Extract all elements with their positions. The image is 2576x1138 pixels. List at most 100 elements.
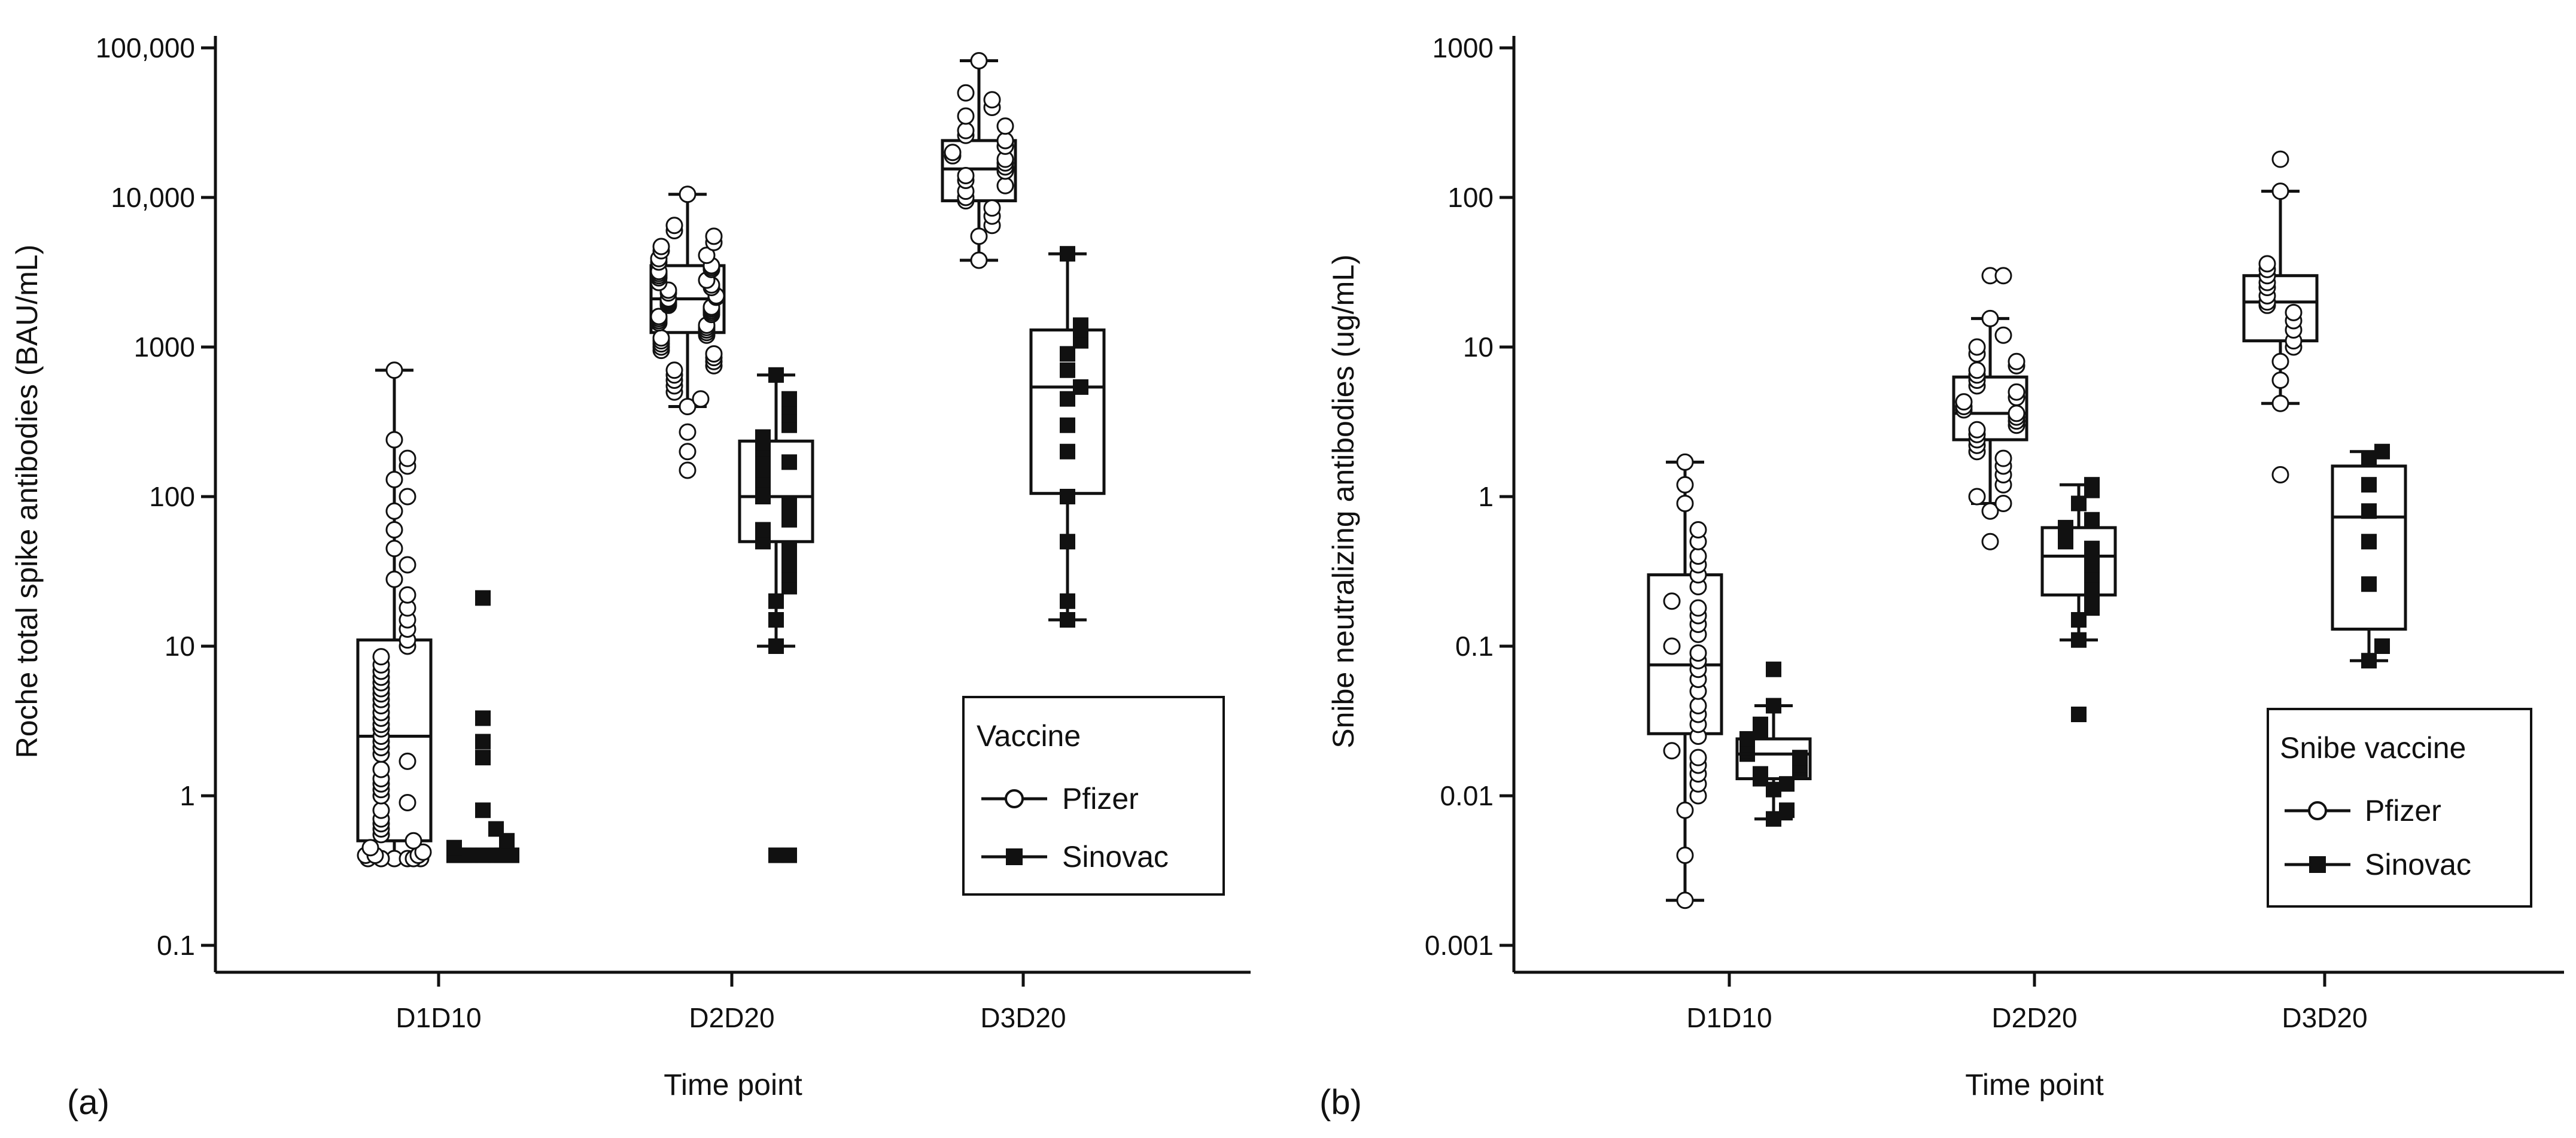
panel-b-y-tick-label: 10: [1463, 331, 1494, 363]
panel-a-pfizer-d2d20-point: [652, 238, 670, 255]
panel-b-label: (b): [1319, 1083, 1362, 1122]
panel-a-sinovac-d3d20-point: [1073, 379, 1088, 395]
panel-a-sinovac-d2d20-point: [755, 462, 771, 478]
panel-a-sinovac-d1d10-point: [494, 847, 510, 863]
panel-b-pfizer-d1d10-point: [1676, 801, 1694, 819]
panel-b-sinovac-d2d20-point: [2071, 611, 2087, 628]
panel-a-y-axis-title: Roche total spike antibodies (BAU/mL): [10, 245, 44, 759]
panel-a-sinovac-d2d20-point: [781, 540, 797, 556]
panel-b-pfizer-d1d10-point: [1689, 521, 1707, 538]
panel-b-sinovac-d1d10-point: [1766, 781, 1781, 798]
panel-b-pfizer-d1d10-point: [1663, 742, 1681, 760]
panel-a-sinovac-d1d10-point: [475, 802, 491, 818]
panel-a-pfizer-d2d20-point: [665, 361, 683, 379]
panel-b-plot-area: [1647, 150, 2407, 909]
panel-b-pfizer-d2d20-point: [1981, 533, 1999, 550]
panel-a-sinovac-d3d20-point: [1060, 246, 1075, 262]
panel-a-y-tick-label: 10,000: [111, 182, 195, 213]
panel-b-legend-entry-pfizer: Pfizer: [2365, 794, 2441, 827]
panel-b-sinovac-d1d10-point: [1739, 731, 1755, 747]
panel-b-legend-marker-sinovac: [2309, 856, 2326, 873]
panel-b-pfizer-d2d20-point: [1968, 338, 1986, 356]
panel-b-y-tick-label: 1000: [1433, 32, 1494, 63]
panel-b-pfizer-d2d20-point: [1994, 326, 2012, 344]
panel-a-pfizer-d3d20-point: [996, 117, 1014, 135]
panel-b-sinovac-d3d20-point: [2361, 534, 2377, 550]
panel-a-legend-marker-sinovac: [1006, 848, 1023, 865]
panel-a-sinovac-d3d20-point: [1060, 346, 1075, 362]
panel-b-sinovac-d2d20-point: [2071, 632, 2087, 648]
panel-a-pfizer-d3d20-point: [944, 144, 962, 162]
panel-a-y-tick-label: 1000: [134, 331, 195, 363]
panel-b-sinovac-d2d20-point: [2084, 600, 2100, 616]
panel-b-pfizer-d2d20-point: [2008, 383, 2025, 401]
panel-b-pfizer-d1d10-point: [1676, 494, 1694, 512]
panel-b-sinovac-d2d20-box: [2040, 526, 2117, 597]
panel-a-pfizer-d1d10-box: [356, 638, 433, 842]
panel-a-pfizer-d3d20-point: [970, 52, 988, 70]
panel-b-pfizer-d1d10-point: [1689, 696, 1707, 714]
panel-a-pfizer-d1d10-point: [385, 521, 403, 538]
panel-a-y-tick-label: 1: [180, 780, 195, 811]
panel-a-legend-entry-sinovac: Sinovac: [1062, 840, 1169, 874]
panel-a-sinovac-d2d20-point: [781, 495, 797, 512]
panel-b-y-tick-label: 0.1: [1455, 631, 1494, 662]
panel-b-sinovac-d1d10-point: [1766, 661, 1781, 677]
panel-a-pfizer-d2d20-point: [679, 185, 697, 203]
panel-a-sinovac-d3d20-point: [1060, 611, 1075, 628]
panel-b-legend: Snibe vaccine Pfizer Sinovac: [2267, 708, 2532, 908]
panel-a-sinovac-d3d20-point: [1073, 317, 1088, 333]
panel-b-sinovac-d3d20-point: [2361, 477, 2377, 493]
panel-b-pfizer-d3d20-point: [2285, 303, 2303, 321]
panel-b-sinovac-d2d20-point: [2071, 495, 2087, 512]
panel-b-pfizer-d2d20-point: [2008, 404, 2025, 422]
panel-a-sinovac-d1d10-point: [475, 750, 491, 766]
panel-a-pfizer-d2d20-point: [652, 329, 670, 347]
panel-a-sinovac-d2d20-point: [768, 611, 784, 628]
panel-a-sinovac-d3d20-point: [1060, 443, 1075, 460]
panel-a-sinovac-d2d20-point: [768, 593, 784, 609]
panel-a-sinovac-d1d10-point: [475, 734, 491, 750]
panel-a-pfizer-d3d20-point: [957, 107, 975, 125]
panel-a-pfizer-d3d20-point: [983, 91, 1001, 109]
panel-b-pfizer-d1d10-point: [1689, 547, 1707, 565]
panel-b-sinovac-d1d10-point: [1766, 698, 1781, 714]
panel-b-pfizer-d3d20-box: [2242, 274, 2319, 343]
panel-a-y-tick-label: 100,000: [96, 32, 195, 63]
panel-a-x-axis-title: Time point: [664, 1068, 802, 1102]
panel-b-sinovac-d2d20-point: [2084, 540, 2100, 556]
panel-b-y-tick-label: 100: [1447, 182, 1494, 213]
panel-a-pfizer-d1d10-point: [414, 843, 432, 861]
panel-b-pfizer-d2d20-point: [1981, 309, 1999, 327]
panel-b-sinovac-d1d10-point: [1779, 776, 1795, 792]
panel-b-pfizer-d1d10-point: [1663, 592, 1681, 610]
panel-a-pfizer-d3d20-point: [957, 84, 975, 102]
panel-b-pfizer-d3d20-point: [2271, 182, 2289, 200]
panel-a-sinovac-d3d20-point: [1060, 593, 1075, 609]
panel-a-sinovac-d2d20-point: [781, 847, 797, 863]
panel-b-sinovac-d2d20-point: [2084, 477, 2100, 493]
panel-a-pfizer-d2d20-point: [705, 345, 723, 363]
panel-b-legend-title: Snibe vaccine: [2280, 731, 2466, 765]
panel-b-pfizer-d2d20-point: [1994, 449, 2012, 467]
panel-a-label: (a): [67, 1083, 110, 1122]
panel-b-pfizer-d2d20-point: [1955, 393, 1973, 411]
panel-b-pfizer-d2d20-point: [1981, 502, 1999, 520]
panel-a-sinovac-d3d20-point: [1060, 362, 1075, 378]
panel-a-pfizer-d3d20-point: [970, 251, 988, 269]
panel-a-pfizer-d1d10-point: [385, 540, 403, 558]
panel-b-x-axis-title: Time point: [1965, 1068, 2104, 1102]
panel-b-pfizer-d1d10-point: [1689, 644, 1707, 662]
panel-a-sinovac-d3d20-point: [1060, 391, 1075, 407]
panel-a-legend-entry-pfizer: Pfizer: [1062, 782, 1139, 816]
panel-b-pfizer-d3d20-point: [2271, 371, 2289, 389]
panel-a-y-tick-label: 100: [149, 481, 195, 512]
panel-b-pfizer-d1d10-box: [1647, 573, 1723, 735]
panel-b-pfizer-d1d10-point: [1676, 846, 1694, 864]
panel-b-pfizer-d3d20-point: [2271, 465, 2289, 483]
panel-a-plot-area: [356, 52, 1106, 868]
panel-a-pfizer-d2d20-point: [679, 397, 697, 415]
panel-a-sinovac-d3d20-point: [1060, 534, 1075, 550]
panel-b-pfizer-d2d20-point: [2008, 352, 2025, 370]
panel-b-sinovac-d2d20-point: [2071, 706, 2087, 722]
